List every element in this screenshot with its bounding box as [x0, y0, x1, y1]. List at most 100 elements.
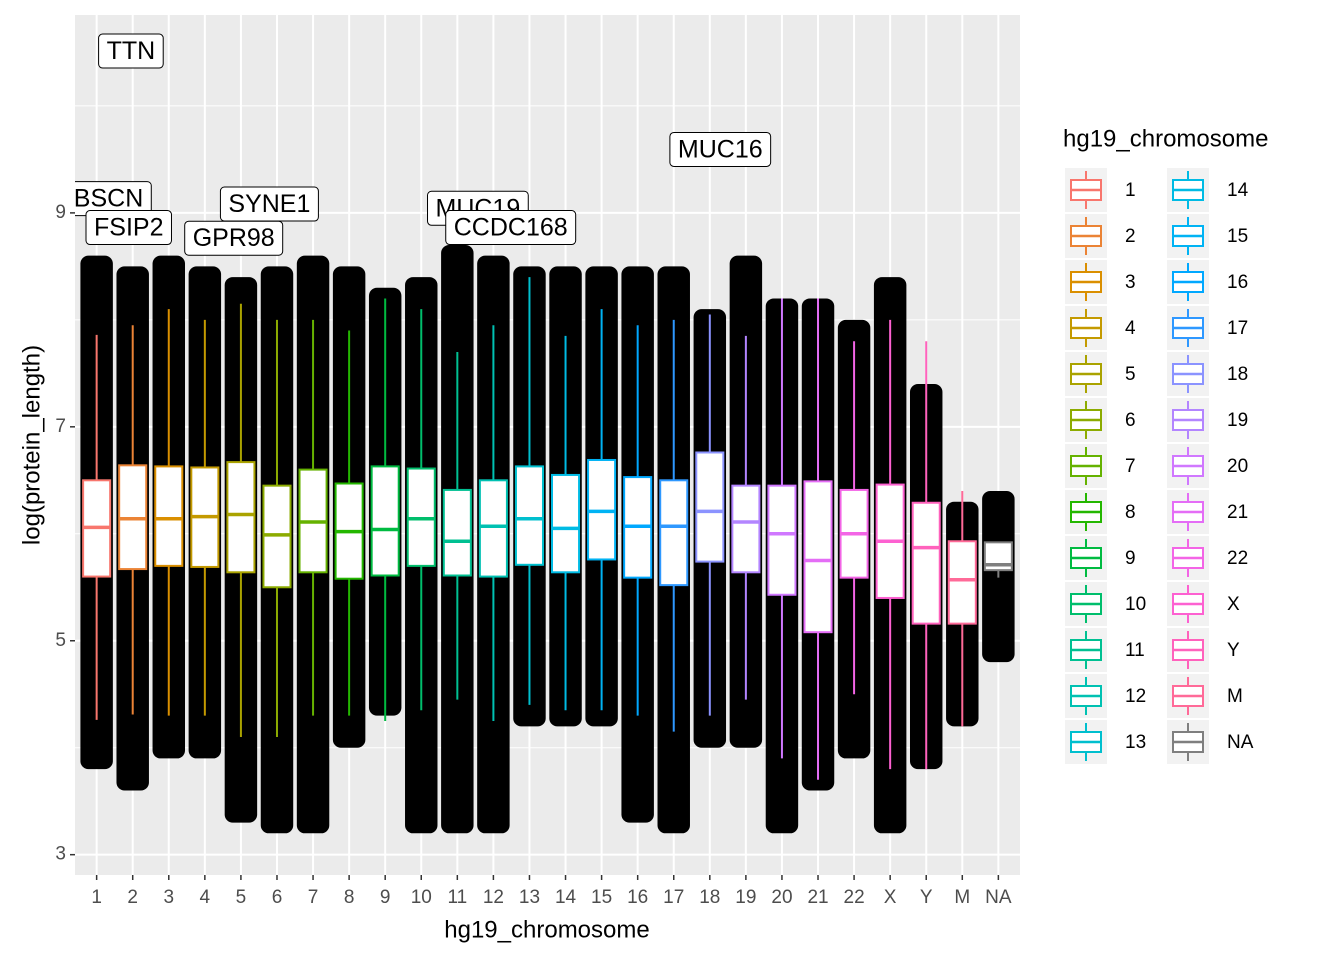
box-body	[659, 479, 689, 587]
x-tick-label: 12	[483, 887, 504, 908]
legend-label: M	[1227, 686, 1243, 707]
box	[370, 298, 400, 721]
annotation: MUC16	[669, 131, 772, 167]
box	[875, 319, 905, 770]
box	[406, 309, 436, 711]
legend-label: 14	[1227, 180, 1249, 201]
box	[298, 319, 328, 716]
x-tick-label: 10	[411, 887, 432, 908]
box-body	[551, 473, 581, 574]
annotation-label: MUC16	[678, 135, 763, 163]
x-tick-label: 9	[380, 887, 391, 908]
box	[226, 303, 256, 738]
annotation: FSIP2	[85, 210, 172, 246]
box-body	[370, 465, 400, 577]
legend-label: 2	[1125, 226, 1136, 247]
legend-label: 12	[1125, 686, 1146, 707]
y-axis-title: log(protein_length)	[18, 345, 45, 545]
x-tick-label: 3	[163, 887, 174, 908]
box	[767, 298, 797, 759]
box	[623, 325, 653, 716]
annotation: GPR98	[184, 220, 284, 256]
box	[695, 314, 725, 716]
legend-label: 8	[1125, 502, 1136, 523]
box-body	[803, 480, 833, 634]
legend-label: 19	[1227, 410, 1248, 431]
legend-label: 7	[1125, 456, 1136, 477]
y-tick-label: 3	[55, 844, 66, 865]
box	[118, 325, 148, 715]
annotation: SYNE1	[219, 186, 319, 222]
annotation: TTN	[98, 33, 164, 69]
y-tick-label: 5	[55, 630, 66, 651]
box-body	[731, 484, 761, 574]
legend-label: 20	[1227, 456, 1248, 477]
legend-label: 5	[1125, 364, 1136, 385]
x-tick-label: 15	[591, 887, 612, 908]
legend-label: 21	[1227, 502, 1248, 523]
legend-label: 18	[1227, 364, 1248, 385]
legend-label: NA	[1227, 732, 1254, 753]
x-axis-title: hg19_chromosome	[444, 916, 649, 943]
box	[911, 341, 941, 770]
box	[478, 325, 508, 721]
legend-label: Y	[1227, 640, 1240, 661]
annotation-label: BSCN	[74, 185, 143, 213]
box	[587, 309, 617, 711]
x-tick-label: NA	[985, 887, 1012, 908]
box	[334, 330, 364, 716]
legend-label: 6	[1125, 410, 1136, 431]
legend-label: 10	[1125, 594, 1146, 615]
box	[514, 277, 544, 705]
box	[262, 319, 292, 738]
x-tick-label: 14	[555, 887, 577, 908]
x-tick-label: 13	[519, 887, 540, 908]
box	[154, 309, 184, 716]
legend-label: 13	[1125, 732, 1146, 753]
annotation-label: TTN	[107, 37, 156, 65]
x-tick-label: 21	[807, 887, 828, 908]
box	[442, 351, 472, 700]
annotation-box	[184, 220, 284, 256]
box	[190, 319, 220, 716]
x-tick-label: 8	[344, 887, 355, 908]
legend-label: X	[1227, 594, 1240, 615]
x-tick-label: 22	[844, 887, 865, 908]
annotation-label: CCDC168	[454, 214, 568, 242]
box	[82, 334, 112, 720]
x-tick-label: 18	[699, 887, 720, 908]
legend-label: 15	[1227, 226, 1248, 247]
box-body	[947, 540, 977, 625]
box	[803, 298, 833, 780]
box	[551, 335, 581, 711]
x-tick-label: 1	[91, 887, 102, 908]
x-tick-label: 2	[127, 887, 138, 908]
annotation-box	[85, 210, 172, 246]
annotation-box	[669, 131, 772, 167]
legend-label: 3	[1125, 272, 1136, 293]
x-tick-label: X	[884, 887, 897, 908]
x-tick-label: 11	[447, 887, 467, 908]
x-tick-label: M	[954, 887, 970, 908]
x-tick-label: 20	[771, 887, 792, 908]
legend-title: hg19_chromosome	[1063, 125, 1268, 152]
box-body	[695, 451, 725, 563]
box-body	[226, 461, 256, 574]
y-tick-label: 7	[55, 416, 66, 437]
legend-label: 16	[1227, 272, 1248, 293]
legend-label: 1	[1125, 180, 1136, 201]
box-body	[514, 465, 544, 566]
legend-label: 9	[1125, 548, 1136, 569]
annotation-label: GPR98	[193, 224, 275, 252]
annotation-box	[98, 33, 164, 69]
box	[659, 319, 689, 732]
annotation: BSCN	[74, 181, 152, 217]
x-tick-label: 6	[272, 887, 283, 908]
x-tick-label: Y	[920, 887, 933, 908]
annotation: CCDC168	[445, 210, 577, 246]
x-tick-label: 16	[627, 887, 648, 908]
